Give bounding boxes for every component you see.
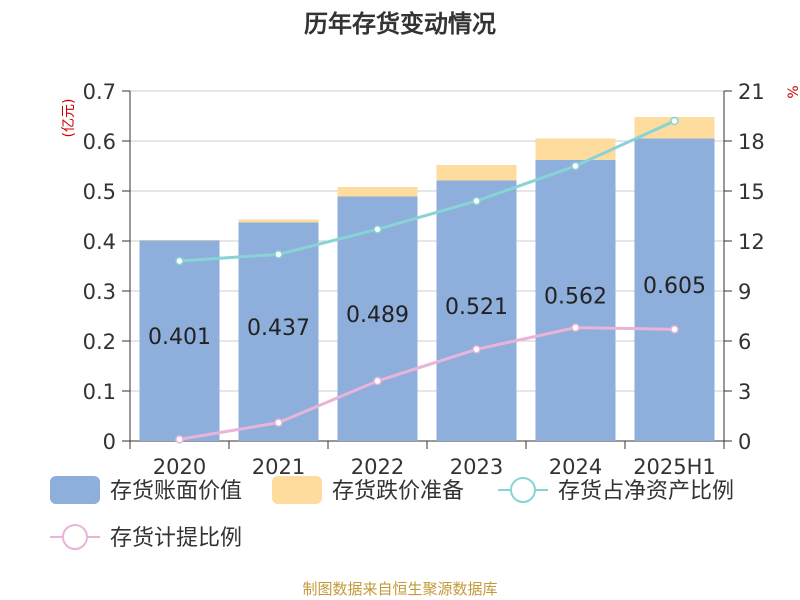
series-point xyxy=(274,418,283,427)
x-tick-label: 2020 xyxy=(153,455,206,479)
bar-value-label: 0.437 xyxy=(247,316,310,341)
y-left-tick-label: 0.2 xyxy=(83,330,116,354)
y-right-tick-label: 15 xyxy=(738,180,765,204)
bar-segment xyxy=(535,138,616,160)
series-point xyxy=(373,376,382,386)
y-left-tick-label: 0.6 xyxy=(83,130,116,154)
series-point xyxy=(472,345,481,354)
legend-label: 存货账面价值 xyxy=(110,479,242,504)
x-tick-label: 2021 xyxy=(252,455,305,479)
bar-segment xyxy=(238,219,319,223)
series-point xyxy=(175,256,184,266)
y-left-tick-label: 0.5 xyxy=(83,180,116,204)
series-point xyxy=(373,225,382,234)
legend-label: 存货计提比例 xyxy=(110,526,242,551)
y-left-tick-label: 0.4 xyxy=(83,230,116,254)
bar-segment xyxy=(337,187,418,197)
bar-value-label: 0.401 xyxy=(148,325,211,350)
x-tick-label: 2022 xyxy=(351,455,404,479)
series-line xyxy=(179,326,675,441)
y-left-tick-label: 0 xyxy=(103,430,116,454)
bar-value-label: 0.605 xyxy=(643,274,706,299)
x-tick-label: 2024 xyxy=(549,455,602,479)
bar-segment xyxy=(634,117,715,139)
legend-marker xyxy=(510,477,536,503)
legend-swatch xyxy=(272,476,322,504)
y-left-tick-label: 0.7 xyxy=(83,80,116,104)
y-left-tick-label: 0.1 xyxy=(83,380,116,404)
bar-value-label: 0.521 xyxy=(445,295,508,320)
bar-segment xyxy=(139,240,220,241)
y-right-tick-label: 0 xyxy=(738,430,751,454)
series-line xyxy=(179,119,676,263)
legend-label: 存货跌价准备 xyxy=(332,479,464,504)
bar-segment xyxy=(436,165,517,181)
x-tick-label: 2025H1 xyxy=(633,455,716,479)
bar-value-label: 0.562 xyxy=(544,285,607,310)
bar-segment xyxy=(436,180,517,441)
legend-swatch xyxy=(50,476,100,504)
series-point xyxy=(571,161,580,171)
y-right-tick-label: 21 xyxy=(738,80,765,104)
series-point xyxy=(670,325,679,334)
bar-value-label: 0.489 xyxy=(346,303,409,328)
series-point xyxy=(670,116,679,126)
chart-svg: 0 0.1 0.2 0.3 0.4 0.5 0.6 0.7 0 3 6 9 12 15 18 21 (亿元)% 2… xyxy=(50,80,800,551)
y-right-tick-label: 9 xyxy=(738,280,751,304)
series-point xyxy=(571,323,580,332)
bar-segment xyxy=(535,160,616,441)
source-note: 制图数据来自恒生聚源数据库 xyxy=(302,580,498,598)
y-right-axis-label: % xyxy=(786,85,800,98)
bar-segment xyxy=(238,222,319,441)
series-point xyxy=(274,250,283,259)
y-left-tick-label: 0.3 xyxy=(83,280,116,304)
x-tick-label: 2023 xyxy=(450,455,503,479)
legend-label: 存货占净资产比例 xyxy=(558,479,734,504)
y-right-tick-label: 12 xyxy=(738,230,765,254)
bar-segment xyxy=(139,240,220,441)
chart-title: 历年存货变动情况 xyxy=(304,10,496,38)
y-left-axis-label: (亿元) xyxy=(61,99,77,138)
legend-marker xyxy=(62,524,88,550)
series-point xyxy=(175,435,184,444)
y-right-tick-label: 6 xyxy=(738,330,751,354)
bar-segment xyxy=(634,138,715,441)
series-point xyxy=(472,196,481,206)
y-right-tick-label: 18 xyxy=(738,130,765,154)
y-right-tick-label: 3 xyxy=(738,380,751,404)
